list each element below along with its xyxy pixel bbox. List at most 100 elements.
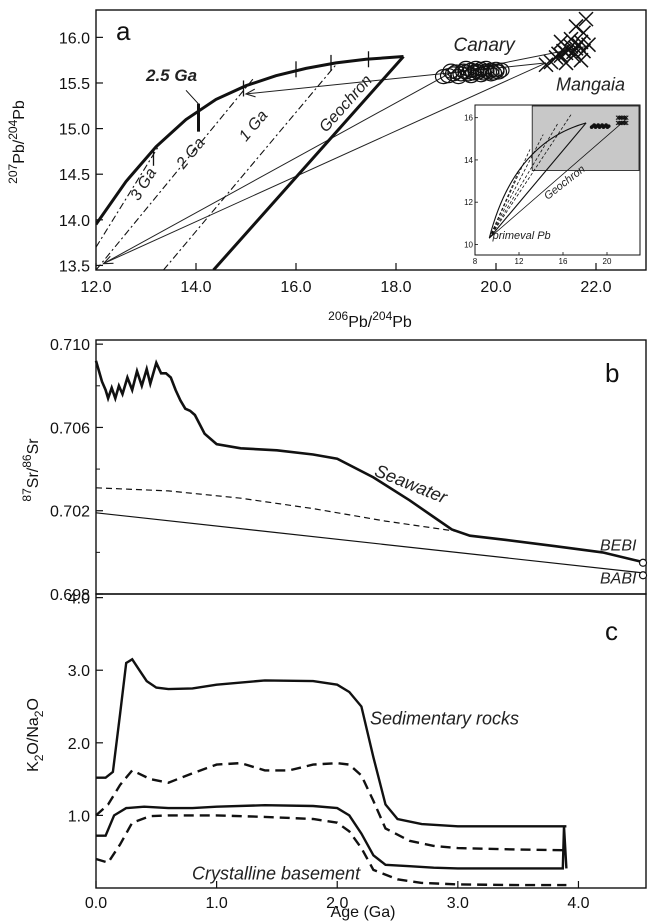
inset-xtick-label: 16 xyxy=(559,257,568,266)
ylabel-mid: Pb/ xyxy=(11,139,28,164)
mangaia-label: Mangaia xyxy=(556,74,625,94)
dashed-envelope-curve xyxy=(95,814,567,887)
inset-mangaia-point xyxy=(622,115,627,121)
solid-envelope-curve xyxy=(96,803,568,870)
ylabel-tail: Pb xyxy=(11,100,28,120)
panel-a-ytick-label: 15.0 xyxy=(59,122,90,139)
canary-point xyxy=(487,61,505,77)
ylabel-sub-2a: 2 xyxy=(32,754,46,761)
inset-mangaia-point xyxy=(623,120,629,126)
babi-endpoint xyxy=(638,571,648,580)
panel-c-xtick-label: 4.0 xyxy=(567,895,589,912)
xlabel-tail: Pb xyxy=(392,314,412,331)
panel-c-xlabel: Age (Ga) xyxy=(331,904,396,921)
panel-c-xtick-label: 3.0 xyxy=(447,895,469,912)
panel-a-xtick-label: 16.0 xyxy=(280,279,311,296)
inset-ytick-label: 14 xyxy=(464,156,473,165)
panel-c-letter: c xyxy=(605,616,618,646)
panel-b-ylabel: 87Sr/86Sr xyxy=(20,438,42,502)
panel-b-ytick-label: 0.710 xyxy=(50,337,90,354)
panel-c-xtick-label: 2.0 xyxy=(326,895,348,912)
inset-growth-curve xyxy=(488,122,587,239)
panel-c-ytick-label: 1.0 xyxy=(68,808,90,825)
xlabel-sup-204: 204 xyxy=(372,309,392,323)
panel-b-frame xyxy=(95,339,647,595)
mangaia-point xyxy=(553,34,569,50)
ylabel-sr-tail: Sr xyxy=(25,438,42,455)
isochron-line xyxy=(96,78,254,270)
age-label-arrow xyxy=(185,89,199,105)
babi-line xyxy=(95,512,647,574)
geochron-line xyxy=(212,55,405,270)
arrow-head-primeval xyxy=(102,255,114,265)
inset-mangaia-point xyxy=(623,115,629,121)
panel-b-ytick-label: 0.702 xyxy=(50,504,90,521)
bebi-label: BEBI xyxy=(600,537,637,554)
ylabel-k: K xyxy=(25,761,42,772)
age-label-2-5ga: 2.5 Ga xyxy=(145,66,197,85)
panel-a-ytick-label: 14.0 xyxy=(59,213,90,230)
panel-a-ytick-label: 14.5 xyxy=(59,167,90,184)
ylabel-sr: Sr/ xyxy=(25,467,42,488)
panel-a-ytick-label: 13.5 xyxy=(59,258,90,275)
mangaia-point xyxy=(578,11,594,27)
trend-line xyxy=(103,73,449,265)
canary-point xyxy=(462,68,480,84)
mangaia-point xyxy=(575,43,592,59)
panel-a-xtick-label: 18.0 xyxy=(380,279,411,296)
bebi-endpoint xyxy=(638,558,648,567)
panel-a-xlabel: 206Pb/204Pb xyxy=(328,309,412,331)
panel-c-ytick-label: 3.0 xyxy=(68,663,90,680)
trend-line xyxy=(103,62,547,265)
inset-xtick-label: 8 xyxy=(473,257,478,266)
panel-b-letter: b xyxy=(605,358,619,388)
panel-c: c 0.0 1.0 2.0 3.0 4.0 1.0 2.0 3.0 4.0 Sedimentar… xyxy=(25,591,647,921)
inset-xtick-label: 12 xyxy=(515,257,524,266)
mangaia-point xyxy=(568,18,584,34)
xlabel-base: Pb/ xyxy=(348,314,373,331)
mangaia-point xyxy=(565,48,582,64)
canary-point xyxy=(467,60,485,76)
inset-isochron xyxy=(488,134,544,239)
panel-c-ylabel: K2O/Na2O xyxy=(25,698,46,772)
inset-geochron xyxy=(488,122,587,239)
mangaia-point xyxy=(580,37,597,53)
inset-isochron xyxy=(488,149,531,239)
panel-c-ytick-label: 2.0 xyxy=(68,736,90,753)
ylabel-o-na: O/Na xyxy=(25,717,42,754)
inset-ytick-label: 10 xyxy=(464,240,473,249)
panel-a-letter: a xyxy=(116,16,131,46)
mangaia-point xyxy=(538,57,554,73)
ylabel-o: O xyxy=(25,698,42,710)
inset-ytick-label: 12 xyxy=(464,198,473,207)
ylabel-sub-2b: 2 xyxy=(32,710,46,717)
ylabel-sup-204: 204 xyxy=(6,119,20,139)
panel-a-frame xyxy=(95,9,647,271)
mangaia-point xyxy=(573,52,589,68)
panel-c-xtick-label: 1.0 xyxy=(205,895,227,912)
canary-point xyxy=(489,64,508,80)
canary-label: Canary xyxy=(454,35,517,56)
babi-label: BABI xyxy=(600,571,637,588)
arrow-head-growth xyxy=(244,88,256,98)
panel-a-ytick-label: 15.5 xyxy=(59,76,90,93)
mangaia-point xyxy=(575,25,592,41)
seawater-curve xyxy=(94,359,647,565)
inset-trend xyxy=(489,118,628,239)
xlabel-sup-206: 206 xyxy=(328,309,348,323)
panel-a-xtick-label: 14.0 xyxy=(180,279,211,296)
ylabel-sup-87: 87 xyxy=(20,488,34,502)
isochron-line xyxy=(96,142,162,248)
panel-c-frame xyxy=(95,593,647,889)
panel-a-ytick-label: 16.0 xyxy=(59,30,90,47)
growth-curve xyxy=(96,55,404,226)
canary-point xyxy=(457,60,475,76)
inset-canary-point xyxy=(606,124,611,128)
mangaia-point xyxy=(563,31,579,47)
panel-b-ytick-label: 0.698 xyxy=(50,587,90,604)
canary-point xyxy=(482,66,500,82)
panel-c-ytick-label: 4.0 xyxy=(68,591,90,608)
